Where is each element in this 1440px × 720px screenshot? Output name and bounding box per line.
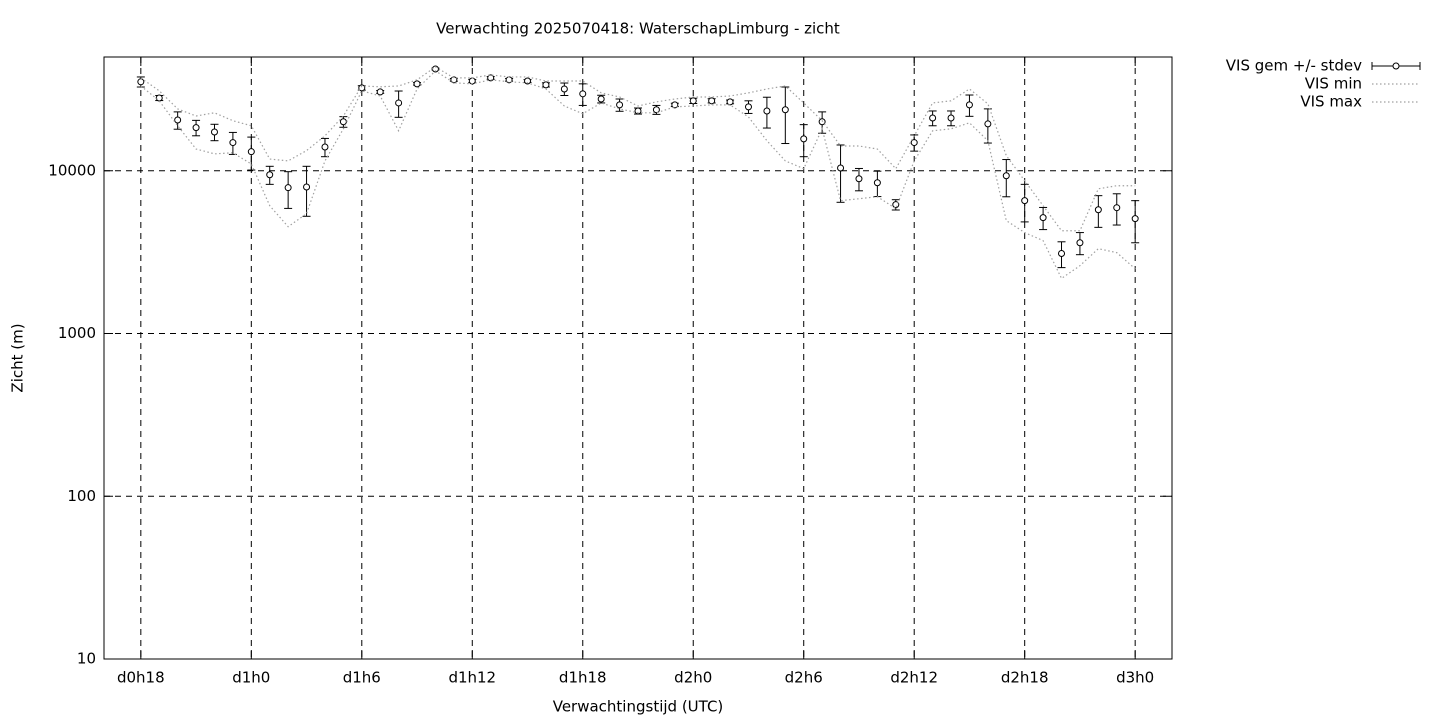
point: [1058, 250, 1066, 258]
point: [616, 101, 624, 109]
point: [395, 99, 403, 107]
plot-frame: [103, 56, 1173, 660]
chart-title: Verwachting 2025070418: WaterschapLimbur…: [436, 20, 840, 38]
point: [910, 139, 918, 147]
x-tick-label: d1h12: [448, 669, 496, 687]
legend-label: VIS gem +/- stdev: [1226, 57, 1362, 75]
point: [634, 107, 642, 115]
point: [1039, 214, 1047, 222]
min-max-line: [140, 66, 1136, 232]
point: [965, 101, 973, 109]
y-tick-label: 100: [67, 487, 96, 505]
point: [1094, 206, 1102, 214]
point: [468, 77, 476, 85]
point: [560, 85, 568, 93]
point: [708, 97, 716, 105]
point: [1113, 204, 1121, 212]
point: [652, 106, 660, 114]
x-axis-label: Verwachtingstijd (UTC): [553, 698, 724, 716]
legend-label: VIS min: [1305, 75, 1362, 93]
point: [303, 183, 311, 191]
y-axis-label: Zicht (m): [9, 323, 27, 392]
point: [781, 106, 789, 114]
x-tick-label: d1h18: [559, 669, 607, 687]
point: [929, 114, 937, 122]
point: [837, 164, 845, 172]
point: [1076, 239, 1084, 247]
min-max-line: [140, 70, 1136, 280]
point: [947, 114, 955, 122]
point: [339, 118, 347, 126]
point: [1131, 215, 1139, 223]
y-tick-label: 10000: [48, 161, 96, 179]
point: [689, 97, 697, 105]
x-tick-label: d3h0: [1116, 669, 1154, 687]
point: [873, 179, 881, 187]
point: [413, 80, 421, 88]
legend-swatch: [1392, 62, 1400, 70]
y-tick-label: 1000: [58, 324, 96, 342]
point: [358, 84, 366, 92]
x-tick-label: d2h18: [1001, 669, 1049, 687]
x-tick-label: d1h0: [232, 669, 270, 687]
point: [155, 94, 163, 102]
point: [137, 78, 145, 86]
x-tick-label: d2h0: [674, 669, 712, 687]
x-tick-label: d2h12: [890, 669, 938, 687]
point: [266, 171, 274, 179]
point: [984, 120, 992, 128]
point: [284, 184, 292, 192]
point: [524, 77, 532, 85]
point: [247, 148, 255, 156]
point: [597, 95, 605, 103]
legend-label: VIS max: [1300, 93, 1362, 111]
point: [800, 135, 808, 143]
point: [1021, 197, 1029, 205]
point: [321, 143, 329, 151]
point: [726, 98, 734, 106]
point: [855, 175, 863, 183]
y-tick-label: 10: [77, 650, 96, 668]
point: [818, 118, 826, 126]
x-tick-label: d2h6: [785, 669, 823, 687]
point: [376, 88, 384, 96]
point: [579, 90, 587, 98]
point: [192, 124, 200, 132]
point: [1002, 172, 1010, 180]
point: [210, 128, 218, 136]
x-tick-label: d1h6: [343, 669, 381, 687]
point: [744, 103, 752, 111]
point: [763, 107, 771, 115]
point: [542, 81, 550, 89]
point: [229, 139, 237, 147]
point: [174, 116, 182, 124]
x-tick-label: d0h18: [117, 669, 165, 687]
